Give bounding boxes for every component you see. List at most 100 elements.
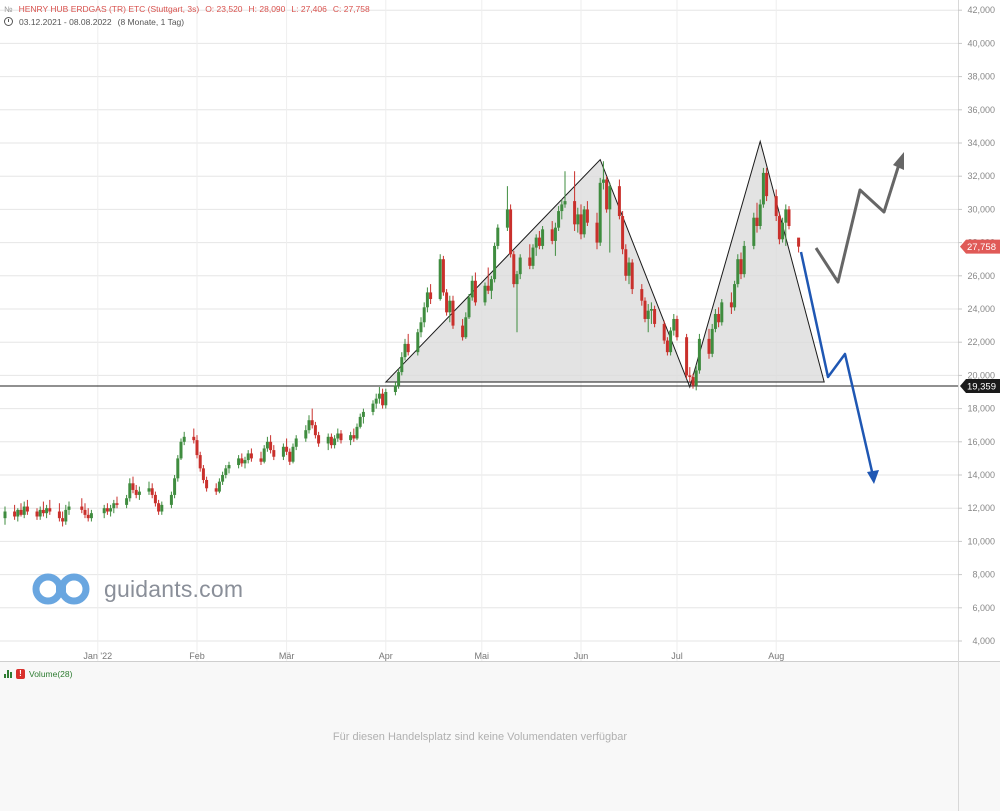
x-tick-label: Jun (574, 651, 589, 661)
candle (515, 270, 519, 333)
candle-body (473, 280, 477, 303)
candle-body (528, 257, 532, 266)
candle-body (265, 441, 269, 449)
candle (61, 511, 65, 527)
candle-body (585, 209, 589, 223)
candle-body (640, 289, 644, 301)
candle (752, 212, 756, 250)
candle (288, 448, 292, 466)
candle-body (755, 217, 759, 226)
candle-body (461, 325, 465, 338)
candle (195, 435, 199, 459)
candle-body (467, 297, 471, 318)
candle-body (198, 455, 202, 469)
candle (333, 435, 337, 449)
candle-body (739, 259, 743, 275)
candle-body (717, 313, 721, 323)
last-price-tag-shape (960, 239, 1000, 254)
candle (57, 503, 61, 522)
x-tick-label: Jul (671, 651, 683, 661)
candle (125, 494, 129, 509)
bullish-projection-line (814, 157, 903, 284)
candle-body (707, 338, 711, 354)
candle-body (131, 483, 135, 490)
candle (717, 307, 721, 328)
pattern-shape (384, 139, 825, 389)
candle-body (128, 483, 132, 499)
candle (48, 499, 52, 515)
candle (374, 393, 378, 409)
candle-body (758, 204, 762, 226)
candle (640, 284, 644, 306)
candle-body (64, 509, 68, 522)
candle (550, 221, 554, 245)
support-price-tag-shape (960, 379, 1000, 394)
candle (505, 186, 509, 231)
candle (688, 367, 692, 383)
candle (585, 201, 589, 226)
candle-body (685, 337, 689, 376)
candle-body (438, 259, 442, 300)
candle-body (16, 509, 20, 517)
candle-body (25, 506, 29, 512)
candle (710, 323, 714, 358)
candle-body (48, 508, 52, 512)
candle (147, 481, 151, 495)
candle (83, 503, 87, 519)
candle-body (483, 285, 487, 303)
candle (307, 415, 311, 434)
high-value: H: 28,090 (248, 4, 286, 14)
candle (438, 254, 442, 301)
volume-panel (0, 661, 1000, 811)
y-tick-label: 10,000 (967, 536, 995, 546)
candle (765, 167, 769, 202)
candle-body (176, 458, 180, 479)
date-range: 03.12.2021 - 08.08.2022 (19, 17, 112, 27)
candle (736, 254, 740, 288)
candle-body (336, 433, 340, 439)
candle (672, 313, 676, 336)
candle-body (403, 343, 407, 358)
candle-body (694, 370, 698, 386)
candle (461, 318, 465, 341)
candle (797, 237, 801, 253)
candle-body (621, 216, 625, 250)
candle (304, 425, 308, 442)
candle (339, 430, 343, 444)
candle (598, 177, 602, 246)
candle-body (729, 302, 733, 308)
candle (617, 179, 621, 220)
candle (425, 287, 429, 313)
candle-body (576, 214, 580, 225)
candle (137, 486, 141, 500)
candle (560, 199, 564, 220)
candle-body (582, 209, 586, 235)
candle-body (86, 514, 90, 519)
candle (483, 282, 487, 306)
candle-body (67, 506, 71, 510)
candle (134, 484, 138, 499)
candle-body (553, 227, 557, 241)
candle (22, 501, 26, 519)
candle-body (406, 343, 410, 353)
instrument-icon: № (4, 5, 13, 14)
last-price-tag-text: 27,758 (967, 242, 996, 253)
volume-header[interactable]: ! Volume(28) (4, 669, 72, 679)
candle-body (317, 435, 321, 444)
candle (509, 204, 513, 258)
candle-body (691, 377, 695, 386)
candle (224, 465, 228, 479)
candle-body (400, 357, 404, 373)
close-value: C: 27,758 (332, 4, 370, 14)
candle-body (595, 222, 599, 243)
y-tick-label: 26,000 (967, 271, 995, 281)
candle-body (630, 262, 634, 290)
candle-body (352, 435, 356, 439)
candle-body (787, 209, 791, 226)
candle (649, 302, 653, 324)
candle (41, 501, 45, 517)
candle-body (733, 284, 737, 308)
candle-body (445, 292, 449, 313)
candle (329, 433, 333, 449)
y-tick-label: 36,000 (967, 105, 995, 115)
